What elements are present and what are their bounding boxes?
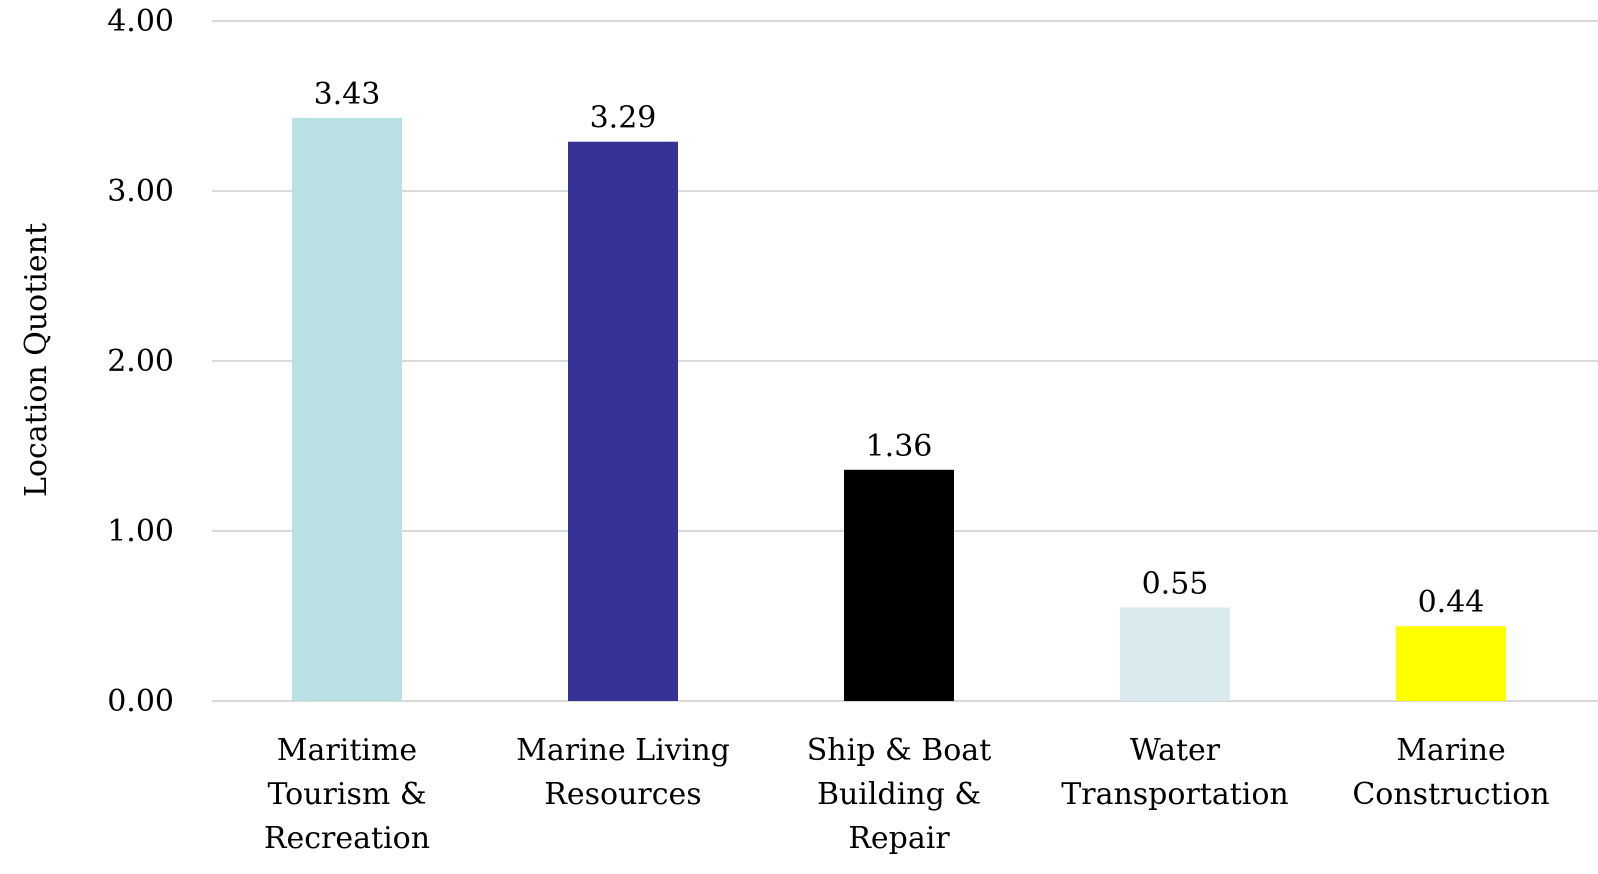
bar bbox=[1120, 607, 1230, 701]
category-label: Building & bbox=[817, 777, 981, 812]
y-tick-label: 2.00 bbox=[107, 344, 174, 379]
data-label: 0.44 bbox=[1418, 585, 1485, 620]
data-label: 0.55 bbox=[1142, 567, 1209, 602]
category-label: Marine bbox=[1396, 733, 1506, 768]
data-label: 3.43 bbox=[314, 77, 381, 112]
category-label: Tourism & bbox=[267, 777, 426, 812]
y-tick-label: 0.00 bbox=[107, 684, 174, 719]
gridlines bbox=[212, 20, 1598, 702]
bars bbox=[292, 117, 1506, 701]
bar bbox=[844, 469, 954, 701]
category-label: Transportation bbox=[1061, 777, 1289, 812]
y-tick-label: 1.00 bbox=[107, 514, 174, 549]
category-label: Water bbox=[1130, 733, 1221, 768]
category-label: Repair bbox=[848, 821, 950, 856]
category-label: Ship & Boat bbox=[807, 733, 992, 768]
category-label: Maritime bbox=[277, 733, 417, 768]
y-tick-label: 4.00 bbox=[107, 4, 174, 39]
category-label: Resources bbox=[544, 777, 701, 812]
y-axis-ticks: 0.00 1.00 2.00 3.00 4.00 bbox=[107, 4, 174, 719]
category-label: Marine Living bbox=[516, 733, 730, 768]
y-axis-title: Location Quotient bbox=[19, 223, 54, 497]
x-axis-categories: Maritime Tourism & Recreation Marine Living… bbox=[264, 733, 1550, 856]
bar bbox=[568, 141, 678, 701]
data-label: 1.36 bbox=[866, 429, 933, 464]
y-tick-label: 3.00 bbox=[107, 174, 174, 209]
category-label: Recreation bbox=[264, 821, 430, 856]
bar bbox=[292, 117, 402, 701]
data-label: 3.29 bbox=[590, 101, 657, 136]
data-labels: 3.43 3.29 1.36 0.55 0.44 bbox=[314, 77, 1485, 620]
category-label: Construction bbox=[1352, 777, 1549, 812]
bar bbox=[1396, 626, 1506, 701]
